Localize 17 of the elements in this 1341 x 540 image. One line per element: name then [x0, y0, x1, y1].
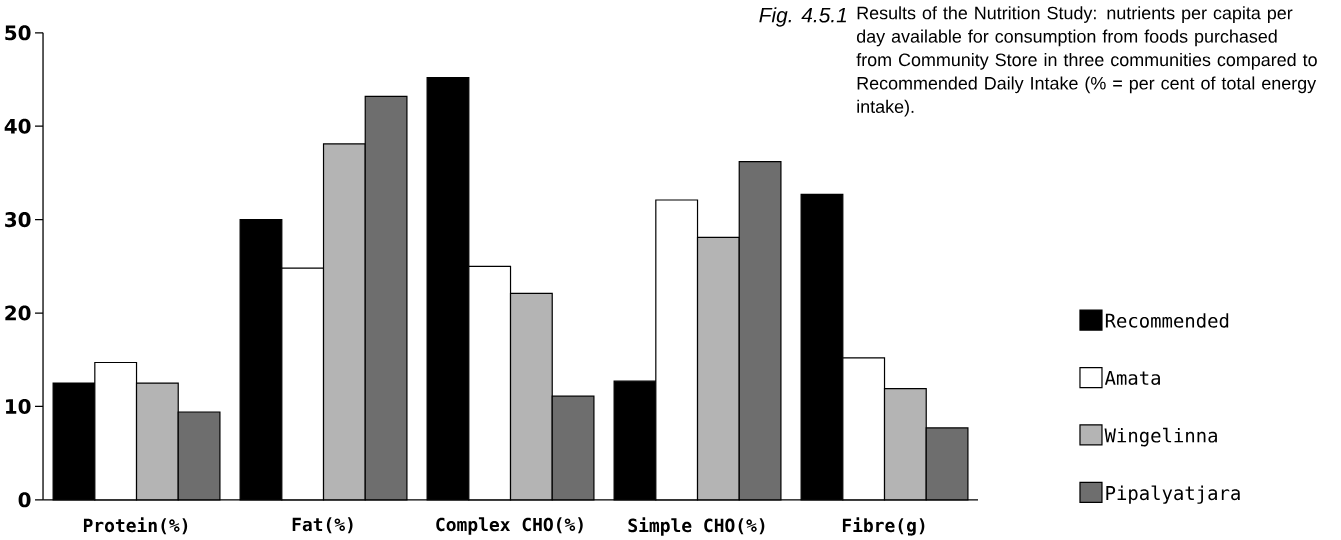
x-tick-label: Complex CHO(%) [436, 517, 583, 535]
x-tick-label: Fat(%) [292, 517, 353, 534]
chart-title: Fig. 4.5.1 [759, 7, 847, 27]
y-tick-label: 30 [5, 212, 31, 228]
y-tick-label: 10 [6, 398, 31, 414]
legend-label: Recommended [1105, 313, 1229, 328]
y-tick-label: 20 [5, 305, 31, 321]
y-tick-label: 50 [5, 25, 31, 41]
legend-label: Pipalyatjara [1106, 485, 1240, 504]
legend-label: Wingelinna [1104, 427, 1217, 447]
x-tick-label: Fibre(g) [842, 517, 925, 536]
y-tick-label: 0 [18, 492, 31, 508]
legend-label: Amata [1104, 370, 1160, 386]
x-tick-label: Simple CHO(%) [628, 517, 765, 536]
y-tick-label: 40 [4, 118, 31, 134]
x-tick-label: Protein(%) [83, 517, 188, 535]
text: Results of the Nutrition Study: nutrients per capita per day available for consumption from foods purchased from Community Store in three communities compared to Recommended Daily Intake (% = per cent of total energy intake). [856, 6, 1317, 117]
